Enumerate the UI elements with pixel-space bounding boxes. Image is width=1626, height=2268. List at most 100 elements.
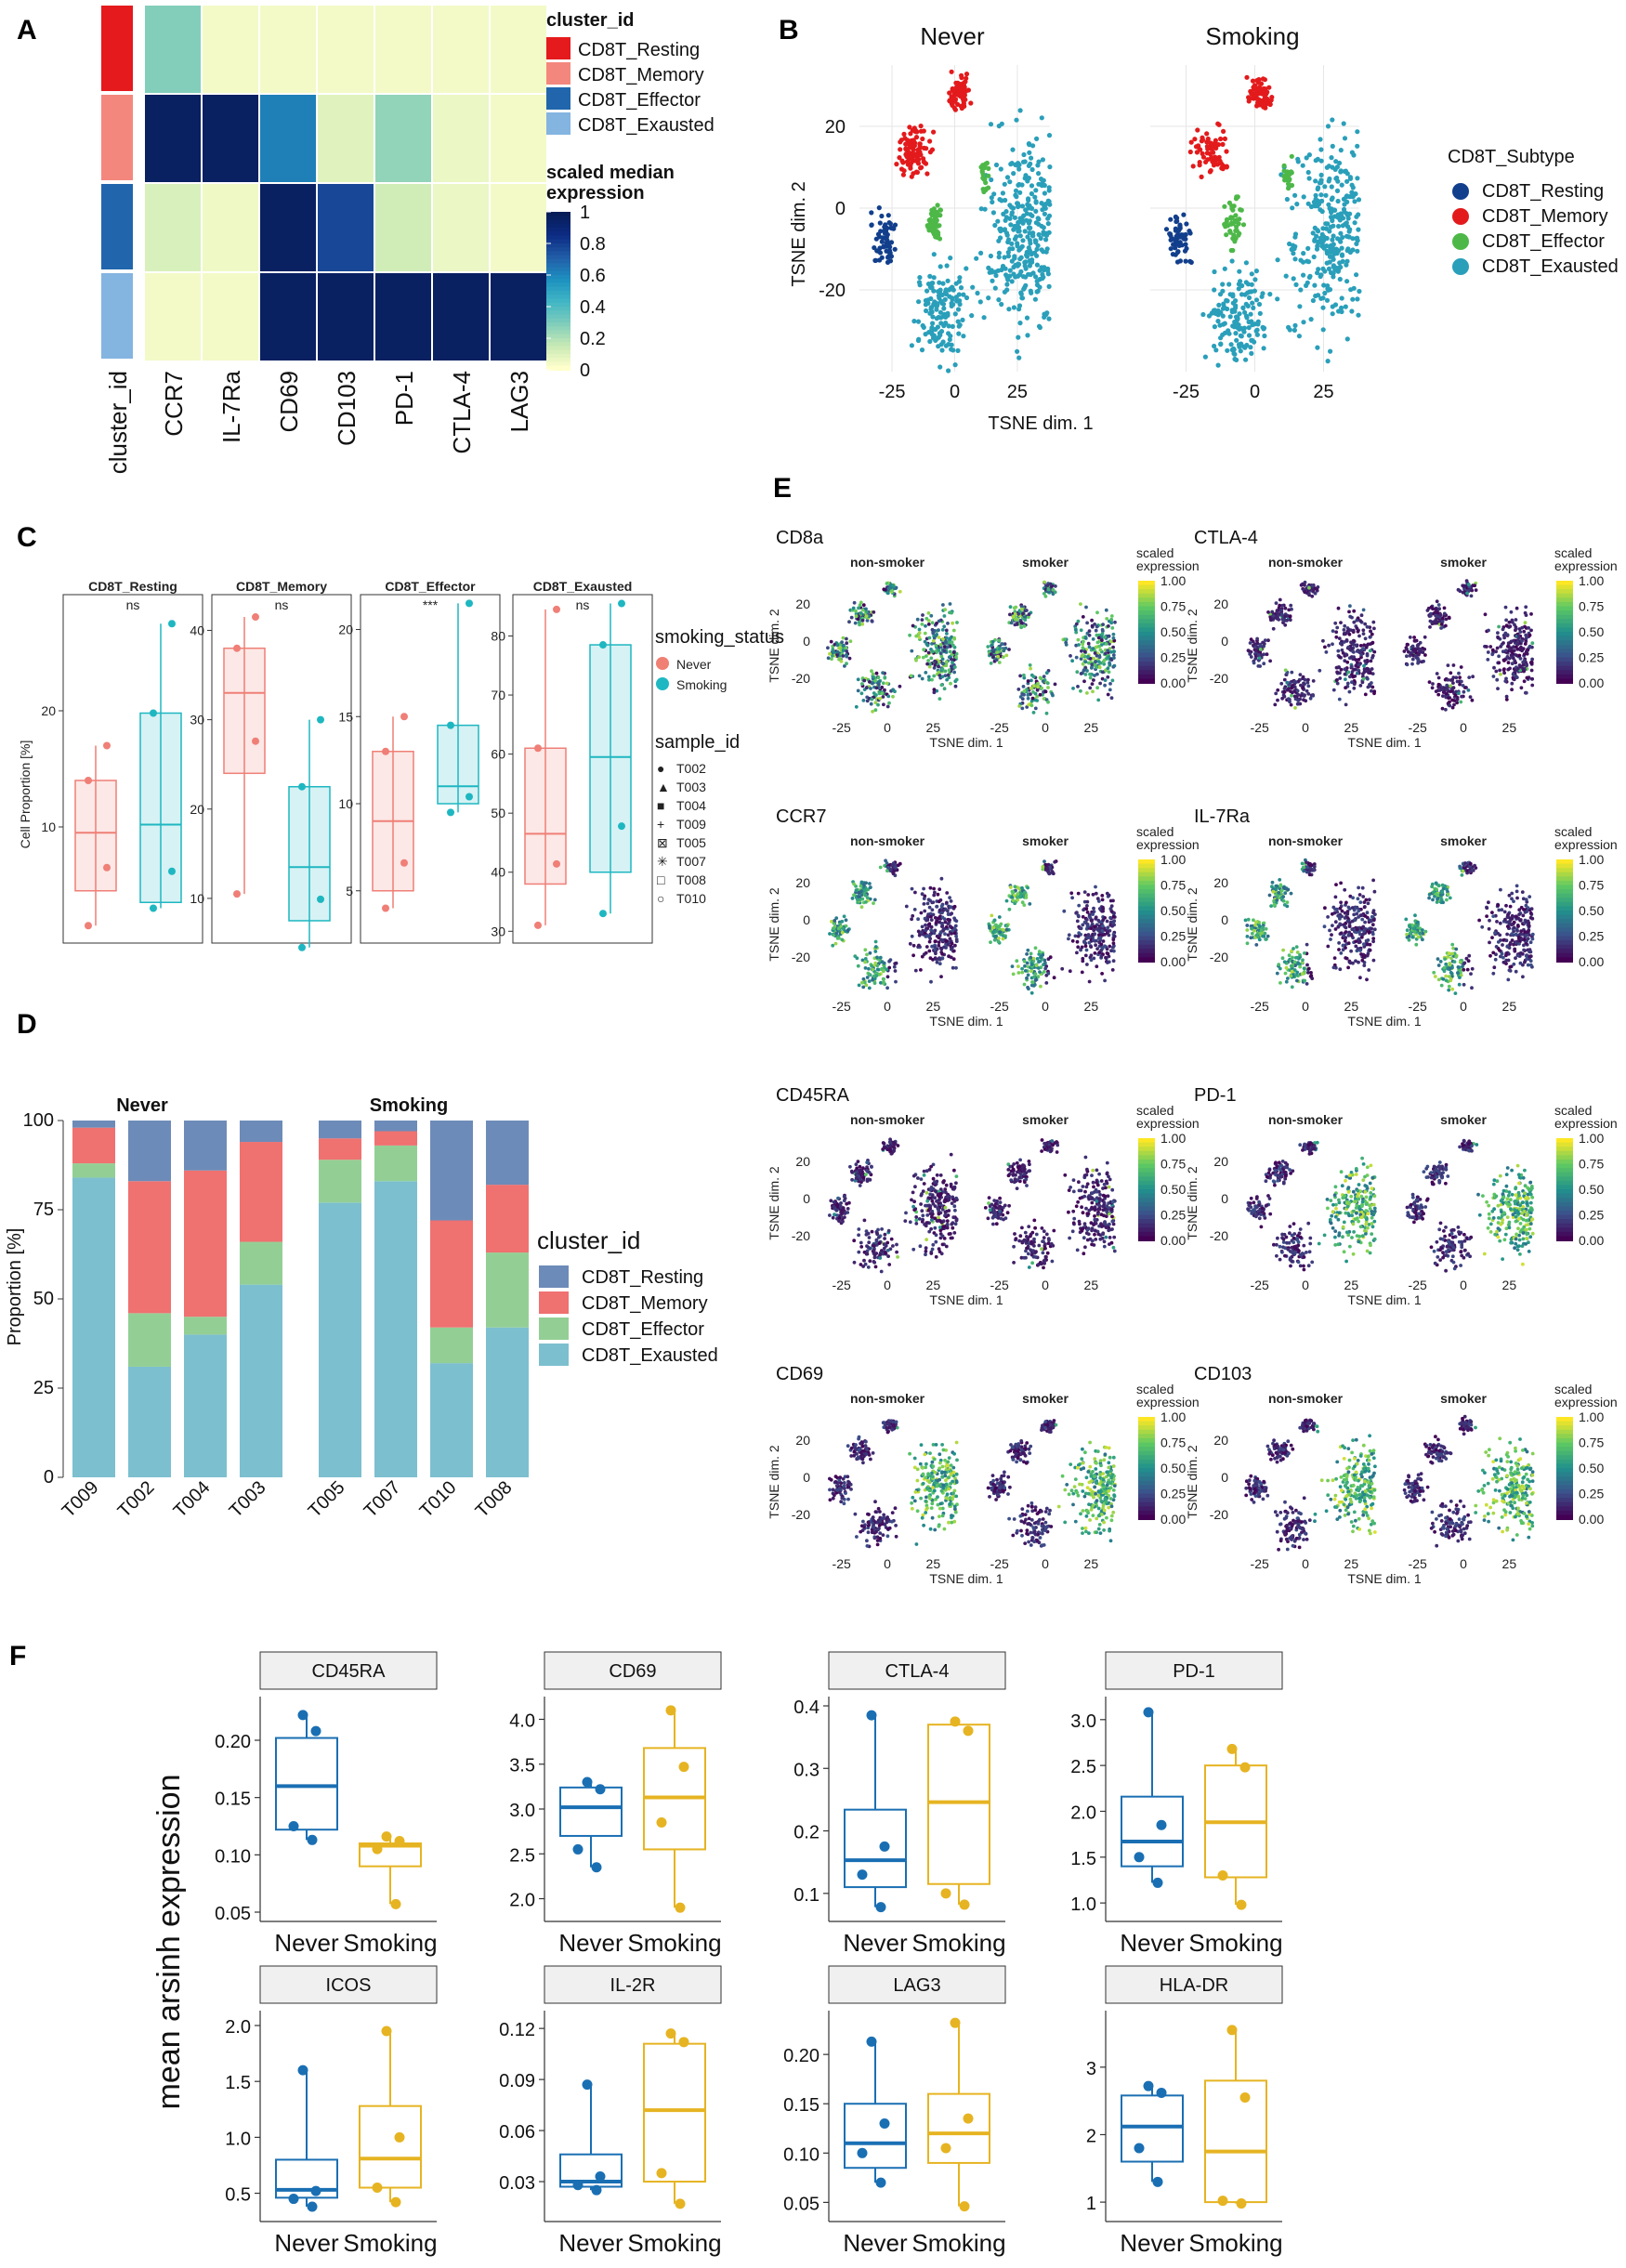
scale-title-line2: expression <box>546 183 645 203</box>
cell-point <box>893 969 898 973</box>
cell-point <box>992 937 997 942</box>
cell-point <box>885 681 889 686</box>
cell-point <box>1322 924 1327 929</box>
cell-point <box>1354 959 1357 964</box>
cell-point <box>919 911 924 915</box>
cell-point <box>1046 316 1052 321</box>
cell-point <box>1497 654 1501 659</box>
cell-point <box>1352 642 1356 647</box>
y-tick-label: 0 <box>803 912 810 927</box>
cell-point <box>1520 625 1525 630</box>
cell-point <box>1265 96 1270 101</box>
cell-point <box>933 337 938 343</box>
cell-point <box>1339 305 1344 310</box>
colorbar-tick-label: 0.50 <box>1160 903 1186 918</box>
cell-point <box>1016 611 1020 616</box>
cell-point <box>1215 308 1221 313</box>
cell-point <box>1076 637 1081 642</box>
cell-point <box>1174 242 1181 247</box>
cell-point <box>1016 892 1020 896</box>
cell-point <box>1225 298 1230 304</box>
cell-point <box>1530 676 1534 681</box>
colorbar-segment <box>546 247 570 253</box>
cell-point <box>867 972 872 977</box>
cell-point <box>1004 175 1011 180</box>
cell-point <box>988 926 991 930</box>
sample-shape: + <box>657 817 664 832</box>
cell-point <box>885 869 889 873</box>
cell-point <box>1509 646 1514 650</box>
cell-point <box>945 278 951 283</box>
cell-point <box>949 347 954 352</box>
cell-point <box>1246 295 1252 301</box>
cell-point <box>1042 182 1047 189</box>
legend-dot <box>1452 208 1469 225</box>
cell-point <box>1318 295 1324 301</box>
cell-point <box>1090 918 1095 923</box>
cell-point <box>924 308 929 314</box>
y-axis-label: TSNE dim. 2 <box>767 887 781 962</box>
cell-point <box>1227 229 1233 235</box>
cell-point <box>1445 683 1449 688</box>
cell-point <box>1514 645 1518 649</box>
sample-shape: ○ <box>657 891 664 906</box>
cell-point <box>873 236 879 242</box>
cell-point <box>1257 310 1263 316</box>
cell-point <box>1020 607 1024 611</box>
cell-point <box>1324 650 1329 654</box>
cell-point <box>1501 641 1505 645</box>
cell-point <box>1359 913 1364 917</box>
cell-point <box>928 937 933 941</box>
cell-point <box>1111 937 1116 942</box>
cell-point <box>1354 939 1357 944</box>
legend-label: CD8T_Resting <box>582 1267 703 1288</box>
cell-point <box>1260 324 1265 330</box>
cell-point <box>951 965 955 970</box>
cell-point <box>1251 305 1256 310</box>
cell-point <box>1504 698 1509 701</box>
cell-point <box>930 621 935 625</box>
cell-point <box>1256 99 1262 105</box>
colorbar-tick-label: 1.00 <box>1160 852 1186 867</box>
cell-point <box>836 926 841 931</box>
cell-point <box>1514 675 1518 678</box>
cell-point <box>1442 689 1447 694</box>
cell-point <box>845 662 848 666</box>
cell-point <box>1002 227 1008 232</box>
cell-point <box>1341 651 1345 655</box>
cell-point <box>1291 684 1294 688</box>
sample-point <box>534 921 542 929</box>
cell-point <box>1108 915 1112 920</box>
marker-title: CCR7 <box>776 806 826 827</box>
significance-label: ns <box>576 597 590 612</box>
cell-point <box>1343 672 1347 676</box>
marker-label: CTLA-4 <box>448 371 476 454</box>
cell-point <box>864 900 868 904</box>
cell-point <box>1428 613 1433 618</box>
cell-point <box>1315 270 1320 276</box>
cell-point <box>1504 623 1509 628</box>
facet-label: non-smoker <box>1268 833 1344 848</box>
cell-point <box>991 649 996 654</box>
cell-point <box>924 616 929 621</box>
cell-point <box>941 603 945 607</box>
cell-point <box>1207 151 1213 157</box>
cell-point <box>997 915 1002 919</box>
facet-title: CD8T_Resting <box>88 579 177 594</box>
cell-point <box>854 888 859 893</box>
cell-point <box>1348 961 1353 965</box>
x-axis-label: TSNE dim. 1 <box>988 413 1093 434</box>
cell-point <box>1290 205 1295 211</box>
cell-point <box>1356 947 1360 950</box>
cell-point <box>1113 620 1117 624</box>
cell-point <box>863 888 867 892</box>
cell-point <box>925 901 930 906</box>
cell-point <box>1101 905 1105 910</box>
cell-point <box>1344 279 1350 284</box>
cell-point <box>898 684 902 688</box>
cell-point <box>1357 915 1360 919</box>
cell-point <box>1310 594 1315 598</box>
cell-point <box>1296 334 1302 339</box>
cell-point <box>951 628 956 633</box>
cell-point <box>1265 652 1269 657</box>
